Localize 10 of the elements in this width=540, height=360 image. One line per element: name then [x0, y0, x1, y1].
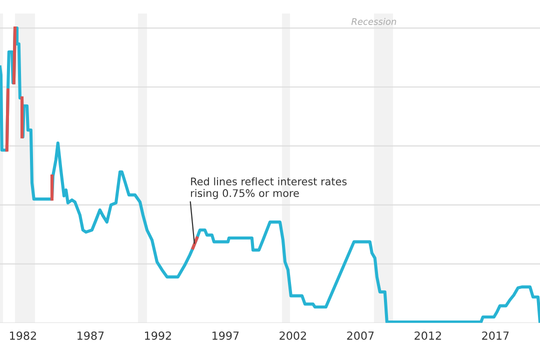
x-tick-label: 2007	[347, 331, 374, 340]
x-tick-label: 2012	[414, 331, 441, 340]
x-tick-label: 1987	[78, 331, 104, 340]
x-tick-label: 1997	[212, 331, 239, 340]
annotation: Red lines reflect interest rates rising 0.75% or more	[191, 177, 347, 200]
x-tick-label: 2002	[280, 331, 306, 340]
x-tick-label: 2017	[482, 331, 509, 340]
x-tick-label: 1992	[145, 331, 171, 340]
band-label: Recession	[351, 18, 396, 25]
x-tick-label: 1982	[10, 331, 36, 340]
